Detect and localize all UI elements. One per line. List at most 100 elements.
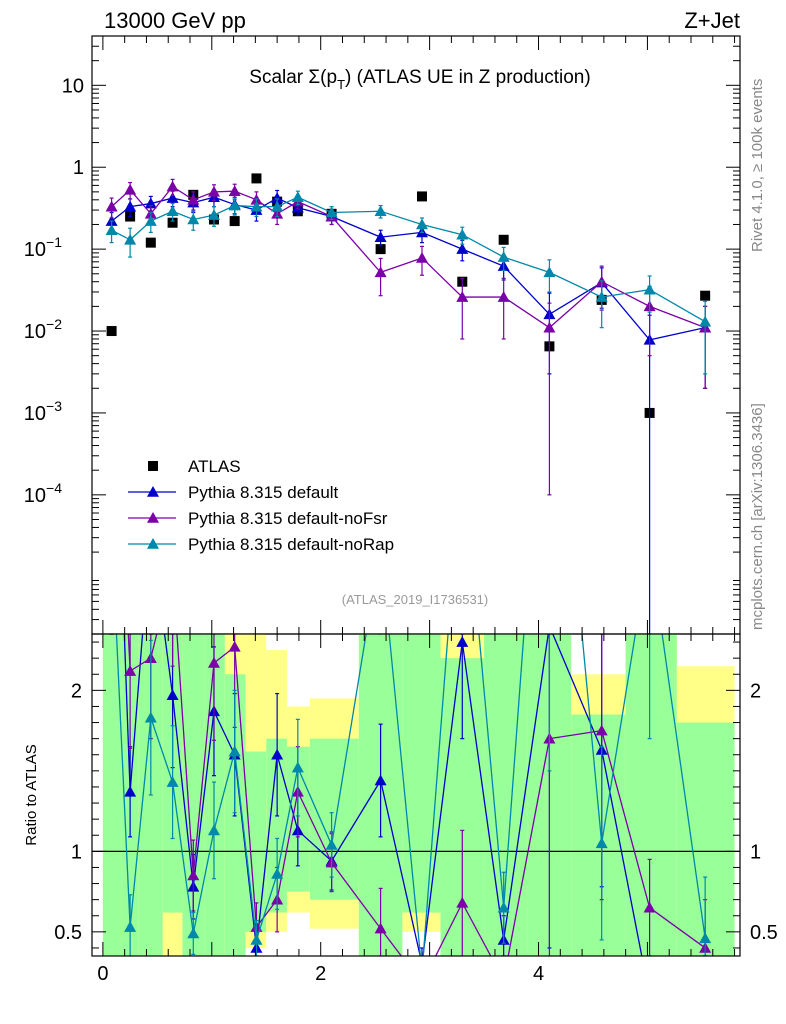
- main-point-noRap: [595, 291, 608, 302]
- main-point-noFsr: [374, 266, 387, 278]
- main-point-noRap: [325, 206, 338, 218]
- ratio-point-noRap: [228, 745, 241, 757]
- ratio-point-noRap: [497, 901, 510, 913]
- main-y-tick-label-exponent: −2: [46, 316, 62, 332]
- ratio-point-noRap: [144, 711, 157, 723]
- main-point-default: [166, 192, 179, 203]
- main-point-noFsr: [415, 251, 428, 263]
- main-y-tick-label-base: 10: [24, 239, 46, 261]
- main-point-noRap: [124, 233, 137, 245]
- ratio-y-tick-label-left: 0.5: [54, 922, 82, 944]
- main-point-noRap: [271, 200, 284, 212]
- ratio-series-noRap: [109, 634, 712, 956]
- ratio-band-green: [309, 738, 359, 900]
- main-line-noRap: [111, 196, 706, 323]
- main-y-tick-label-exponent: −1: [46, 234, 62, 250]
- ratio-y-tick-label-left: 1: [71, 841, 82, 863]
- ratio-point-noFsr: [595, 724, 608, 736]
- main-point-default: [124, 200, 137, 212]
- x-tick-label: 2: [315, 963, 326, 985]
- main-y-tick-label: 1: [73, 157, 84, 179]
- atlas-data-point: [251, 173, 262, 184]
- main-point-noRap: [187, 213, 200, 225]
- ratio-point-default: [374, 774, 387, 786]
- main-y-tick-label: 10−3: [24, 398, 62, 425]
- main-y-tick-label-exponent: −4: [46, 480, 62, 496]
- ratio-y-tick-label-right: 2: [750, 680, 761, 702]
- main-y-tick-label: 10−2: [24, 316, 62, 343]
- ratio-series-layer: [109, 634, 712, 956]
- ratio-point-noFsr: [643, 901, 656, 913]
- main-point-noRap: [250, 200, 263, 212]
- main-point-default: [144, 197, 157, 209]
- ratio-point-noFsr: [456, 896, 469, 908]
- ratio-point-noFsr: [374, 922, 387, 934]
- legend-label-default: Pythia 8.315 default: [188, 483, 339, 502]
- main-line-default: [111, 196, 706, 341]
- main-y-tick-label-base: 10: [24, 321, 46, 343]
- legend-label-atlas: ATLAS: [188, 457, 241, 476]
- main-series-noRap: [105, 190, 712, 375]
- ratio-point-default: [271, 748, 284, 760]
- legend-label-noRap: Pythia 8.315 default-noRap: [188, 535, 394, 554]
- main-point-noRap: [699, 315, 712, 327]
- ratio-point-noRap: [166, 776, 179, 787]
- rivet-version-label: Rivet 4.1.0, ≥ 100k events: [749, 79, 766, 252]
- main-line-noFsr: [111, 185, 706, 329]
- ratio-series-clipped: [109, 634, 712, 956]
- header-left-label: 13000 GeV pp: [104, 8, 246, 33]
- main-point-noRap: [415, 218, 428, 230]
- atlas-data-point: [145, 237, 156, 248]
- ratio-point-noRap: [325, 838, 338, 850]
- main-point-noFsr: [105, 200, 118, 212]
- main-title: Scalar Σ(pT) (ATLAS UE in Z production): [249, 67, 590, 92]
- atlas-data-point: [375, 244, 386, 255]
- legend: ATLAS Pythia 8.315 default Pythia 8.315 de…: [128, 457, 394, 554]
- ratio-point-noRap: [291, 761, 304, 773]
- ratio-axes-layer: 0.5 0.5 1 1 2 2 0 2 4: [54, 634, 778, 985]
- main-point-noRap: [543, 266, 556, 278]
- ratio-point-default: [124, 785, 137, 797]
- atlas-data-point: [498, 234, 509, 245]
- header-right-label: Z+Jet: [684, 8, 740, 33]
- main-point-noRap: [207, 209, 220, 220]
- atlas-data-point: [167, 217, 178, 228]
- ratio-point-noRap: [124, 921, 137, 932]
- ratio-point-noRap: [207, 824, 220, 836]
- main-point-noRap: [228, 199, 241, 211]
- atlas-data-point: [700, 290, 711, 301]
- ratio-band-green: [102, 634, 122, 956]
- main-point-default: [456, 243, 469, 254]
- main-series-layer: [105, 173, 712, 635]
- ratio-y-tick-label-right: 0.5: [750, 922, 778, 944]
- main-point-noFsr: [187, 193, 200, 205]
- main-point-noRap: [456, 228, 469, 240]
- ratio-point-noFsr: [124, 665, 137, 676]
- ratio-plot-frame: [91, 633, 741, 957]
- main-point-noRap: [105, 224, 118, 236]
- main-point-noRap: [497, 251, 510, 262]
- main-y-tick-label-base: 10: [24, 403, 46, 425]
- ratio-point-default: [166, 689, 179, 700]
- ratio-point-noRap: [271, 867, 284, 879]
- atlas-data-point: [106, 326, 117, 337]
- ratio-band-green: [625, 634, 677, 956]
- legend-label-noFsr: Pythia 8.315 default-noFsr: [188, 509, 388, 528]
- main-point-noRap: [643, 283, 656, 295]
- main-point-noFsr: [543, 321, 556, 333]
- ratio-point-noFsr: [187, 869, 200, 881]
- ratio-y-tick-label-right: 1: [750, 841, 761, 863]
- main-y-tick-label: 10−4: [24, 480, 62, 507]
- main-point-noFsr: [207, 185, 220, 197]
- main-point-noFsr: [497, 291, 510, 302]
- main-point-default: [271, 192, 284, 203]
- atlas-data-point: [416, 191, 427, 202]
- ratio-point-noFsr: [207, 656, 220, 668]
- mcplots-reference-label: mcplots.cern.ch [arXiv:1306.3436]: [749, 403, 766, 630]
- main-series-default: [105, 189, 712, 635]
- ratio-point-noFsr: [228, 640, 241, 652]
- analysis-id-label: (ATLAS_2019_I1736531): [342, 592, 488, 607]
